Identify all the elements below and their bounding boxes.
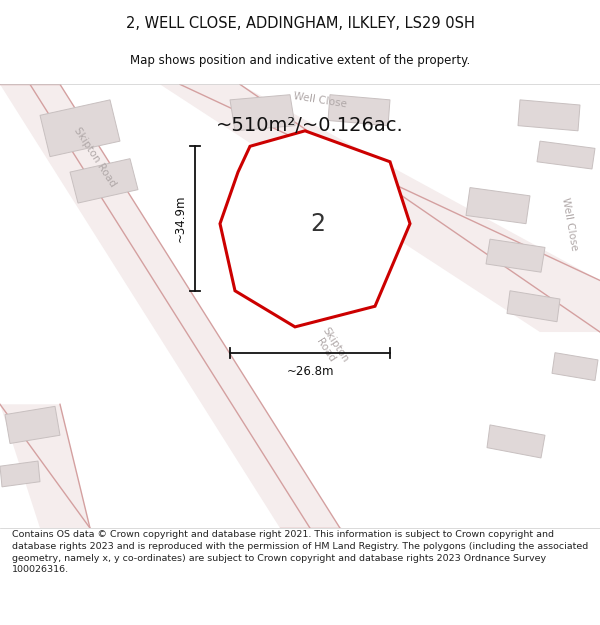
Text: ~26.8m: ~26.8m — [286, 365, 334, 378]
Polygon shape — [0, 461, 40, 487]
Text: 2: 2 — [311, 212, 325, 236]
Text: Contains OS data © Crown copyright and database right 2021. This information is : Contains OS data © Crown copyright and d… — [12, 530, 588, 574]
Text: Skipton Road: Skipton Road — [72, 125, 118, 188]
Text: ~510m²/~0.126ac.: ~510m²/~0.126ac. — [216, 116, 404, 135]
Polygon shape — [160, 84, 600, 332]
Text: Well Close: Well Close — [560, 196, 580, 251]
Polygon shape — [486, 239, 545, 272]
Text: 2, WELL CLOSE, ADDINGHAM, ILKLEY, LS29 0SH: 2, WELL CLOSE, ADDINGHAM, ILKLEY, LS29 0… — [125, 16, 475, 31]
Text: Skipton
Road: Skipton Road — [310, 325, 350, 370]
Polygon shape — [70, 159, 138, 203]
Polygon shape — [466, 188, 530, 224]
Polygon shape — [552, 352, 598, 381]
Polygon shape — [328, 95, 390, 126]
Polygon shape — [507, 291, 560, 322]
Polygon shape — [537, 141, 595, 169]
Text: Well Close: Well Close — [293, 91, 347, 109]
Polygon shape — [0, 84, 340, 528]
Text: ~34.9m: ~34.9m — [174, 195, 187, 242]
Polygon shape — [0, 404, 90, 528]
Polygon shape — [40, 100, 120, 157]
Polygon shape — [220, 131, 410, 327]
Polygon shape — [255, 208, 295, 244]
Polygon shape — [487, 425, 545, 458]
Text: Map shows position and indicative extent of the property.: Map shows position and indicative extent… — [130, 54, 470, 68]
Polygon shape — [518, 100, 580, 131]
Polygon shape — [230, 95, 295, 131]
Polygon shape — [5, 406, 60, 444]
